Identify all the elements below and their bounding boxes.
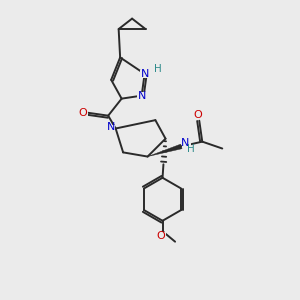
Bar [193,112,202,119]
Bar [140,70,149,78]
Text: N: N [140,69,149,79]
Bar [182,140,191,148]
Text: H: H [154,64,162,74]
Bar [78,109,88,117]
Text: O: O [194,110,202,120]
Bar [157,232,166,240]
Bar [106,124,115,132]
Text: O: O [78,108,87,118]
Text: N: N [137,91,146,101]
Text: N: N [107,122,116,132]
Text: H: H [187,143,195,154]
Polygon shape [148,144,182,157]
Text: N: N [181,138,189,148]
Bar [137,92,146,99]
Text: O: O [157,231,165,241]
